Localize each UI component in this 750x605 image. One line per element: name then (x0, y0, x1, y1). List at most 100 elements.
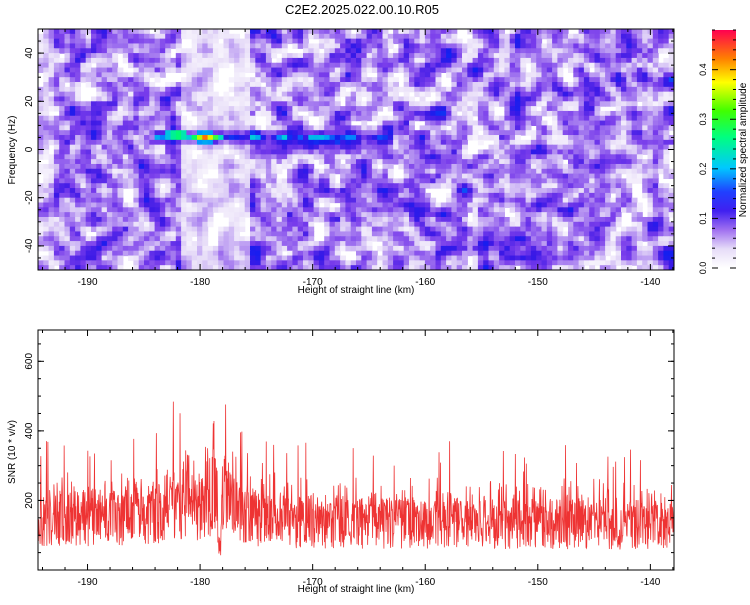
heatmap-cell (605, 86, 611, 93)
heatmap-cell (112, 62, 119, 69)
heatmap-cell (69, 188, 76, 194)
heatmap-cell (75, 91, 81, 98)
heatmap-cell (202, 178, 209, 184)
heatmap-cell (382, 188, 389, 194)
heatmap-cell (658, 43, 664, 49)
heatmap-cell (356, 226, 362, 233)
heatmap-cell (541, 53, 548, 59)
heatmap-cell (414, 149, 421, 155)
heatmap-cell (255, 139, 262, 146)
heatmap-cell (509, 197, 516, 204)
heatmap-cell (154, 178, 161, 184)
heatmap-cell (334, 101, 341, 107)
heatmap-cell (197, 202, 203, 208)
heatmap-cell (435, 183, 442, 189)
heatmap-cell (393, 231, 399, 237)
heatmap-cell (530, 236, 537, 242)
heatmap-cell (652, 221, 659, 228)
heatmap-cell (440, 212, 447, 218)
heatmap-cell (75, 149, 81, 155)
heatmap-cell (546, 82, 553, 88)
heatmap-cell (149, 154, 156, 160)
heatmap-cell (515, 125, 521, 131)
heatmap-cell (398, 135, 405, 141)
heatmap-cell (181, 159, 187, 165)
heatmap-cell (477, 125, 484, 131)
heatmap-cell (202, 86, 209, 93)
heatmap-cell (366, 77, 373, 83)
heatmap-cell (398, 192, 405, 199)
heatmap-cell (409, 120, 415, 126)
heatmap-cell (371, 192, 378, 199)
heatmap-cell (69, 168, 76, 175)
heatmap-cell (658, 207, 664, 213)
heatmap-cell (186, 33, 193, 40)
heatmap-cell (345, 221, 352, 228)
heatmap-cell (636, 139, 643, 146)
heatmap-cell (228, 139, 235, 146)
heatmap-cell (520, 178, 527, 184)
heatmap-cell (424, 202, 431, 208)
heatmap-cell (568, 110, 574, 117)
heatmap-cell (419, 82, 426, 88)
heatmap-cell (43, 110, 50, 117)
heatmap-cell (239, 168, 246, 175)
heatmap-cell (91, 82, 97, 88)
heatmap-cell (525, 139, 532, 146)
heatmap-cell (255, 62, 262, 69)
heatmap-cell (605, 188, 611, 194)
heatmap-cell (366, 62, 373, 69)
heatmap-cell (255, 183, 262, 189)
heatmap-cell (440, 159, 447, 165)
heatmap-cell (175, 216, 182, 223)
heatmap-cell (451, 135, 458, 141)
heatmap-cell (165, 33, 172, 40)
heatmap-cell (265, 178, 272, 184)
heatmap-cell (573, 163, 580, 170)
heatmap-cell (462, 77, 468, 83)
heatmap-cell (101, 163, 108, 170)
heatmap-cell (128, 53, 134, 59)
heatmap-cell (424, 226, 431, 233)
heatmap-cell (191, 221, 198, 228)
heatmap-cell (377, 207, 384, 213)
heatmap-cell (605, 110, 611, 117)
heatmap-cell (435, 135, 442, 141)
heatmap-cell (546, 144, 553, 151)
heatmap-cell (175, 101, 182, 107)
heatmap-cell (207, 67, 214, 73)
heatmap-cell (414, 135, 421, 141)
heatmap-cell (621, 197, 627, 204)
heatmap-cell (594, 139, 601, 146)
heatmap-cell (393, 144, 399, 151)
heatmap-cell (615, 159, 622, 165)
heatmap-cell (186, 144, 193, 151)
heatmap-cell (615, 173, 622, 180)
heatmap-cell (313, 77, 320, 83)
heatmap-cell (345, 72, 352, 78)
heatmap-cell (451, 197, 458, 204)
heatmap-cell (197, 197, 203, 204)
heatmap-cell (91, 67, 97, 73)
heatmap-cell (64, 144, 71, 151)
heatmap-cell (573, 106, 580, 112)
heatmap-cell (377, 57, 384, 64)
heatmap-cell (191, 144, 198, 151)
heatmap-cell (589, 192, 596, 199)
heatmap-cell (488, 159, 495, 165)
heatmap-cell (605, 57, 611, 64)
heatmap-cell (610, 57, 617, 64)
heatmap-cell (265, 120, 272, 126)
heatmap-cell (170, 86, 177, 93)
heatmap-cell (589, 149, 596, 155)
heatmap-cell (223, 96, 230, 102)
heatmap-cell (456, 188, 463, 194)
heatmap-cell (75, 221, 81, 228)
heatmap-cell (578, 139, 585, 146)
heatmap-cell (223, 62, 230, 69)
heatmap-cell (568, 178, 574, 184)
heatmap-cell (626, 202, 633, 208)
heatmap-cell (128, 149, 134, 155)
heatmap-cell (621, 236, 627, 242)
heatmap-cell (467, 101, 474, 107)
